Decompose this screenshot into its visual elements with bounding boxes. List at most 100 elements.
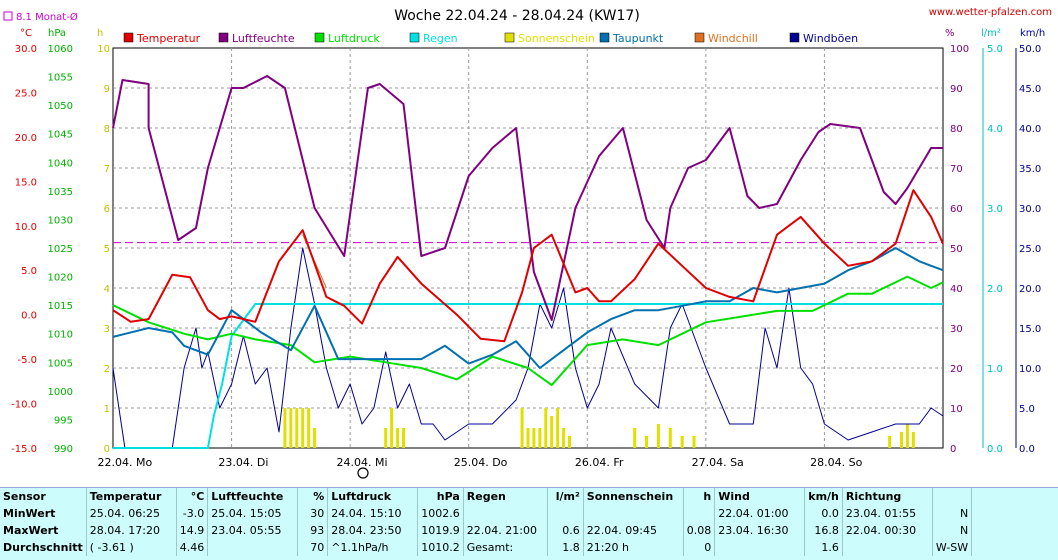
pressure-tick-label: 1015 [48, 301, 73, 312]
stats-row-min: MinWert 25.04. 06:25 -3.0 25.04. 15:05 3… [0, 505, 1058, 522]
rain-tick-label: 1.0 [987, 364, 1003, 375]
stats-cell-time: 21:20 h [582, 539, 684, 556]
chart-title: Woche 22.04.24 - 28.04.24 (KW17) [394, 8, 640, 24]
legend-label: Luftfeuchte [232, 32, 295, 45]
stats-cell-time [582, 505, 684, 522]
sunshine-tick-label: 7 [104, 164, 110, 175]
stats-cell-time: 22.04. 01:00 [714, 505, 805, 522]
stats-row-label: MinWert [3, 507, 56, 520]
sunshine-bar [289, 408, 293, 448]
stats-header-sonnenschein: Sonnenschein [582, 488, 684, 505]
weather-chart: Woche 22.04.24 - 28.04.24 (KW17) www.wet… [3, 7, 1052, 479]
unit-labels: °C hPa h % l/m² km/h [20, 28, 1045, 39]
stats-cell-value: 70 [297, 539, 328, 556]
stats-row-max: MaxWert 28.04. 17:20 14.9 23.04. 05:55 9… [0, 522, 1058, 539]
stats-cell-time: ( -3.61 ) [85, 539, 177, 556]
series-line-taupunkt [112, 247, 944, 369]
stats-cell-time: 28.04. 17:20 [85, 522, 177, 539]
statistics-panel: Sensor Temperatur °C Luftfeuchte % Luftd… [0, 487, 1058, 560]
wind-tick-label: 0.0 [1019, 444, 1035, 455]
site-link[interactable]: www.wetter-pfalzen.com [929, 7, 1052, 18]
stats-cell-value: 1019.9 [417, 522, 464, 539]
unit-kmh: km/h [1020, 28, 1045, 39]
stats-cell-value: N [931, 505, 972, 522]
stats-cell-value [682, 505, 715, 522]
pressure-tick-label: 1055 [48, 73, 73, 84]
stats-header-richtung: Richtung [841, 488, 933, 505]
month-average-text: 8.1 Monat-Ø [16, 11, 78, 23]
sunshine-bar [390, 408, 394, 448]
rain-tick-label: 5.0 [987, 44, 1003, 55]
stats-cell-value [546, 505, 584, 522]
rain-tick-label: 0.0 [987, 444, 1003, 455]
humidity-tick-label: 0 [950, 444, 956, 455]
stats-row-label: Durchschnitt [3, 541, 83, 554]
sunshine-bar [905, 424, 909, 448]
stats-cell-value: N [931, 522, 972, 539]
stats-unit-sonnenschein: h [682, 488, 715, 505]
sunshine-bar [645, 436, 649, 448]
sunshine-bar [295, 408, 299, 448]
stats-header-temperatur: Temperatur [85, 488, 177, 505]
sunshine-bar [520, 408, 524, 448]
legend-label: Regen [423, 32, 458, 45]
sunshine-bar [556, 408, 560, 448]
sunshine-bar [888, 436, 892, 448]
stats-cell-time: 22.04. 21:00 [462, 522, 548, 539]
sunshine-bar [900, 432, 903, 448]
series-line-regen [113, 303, 943, 449]
temperature-tick-label: 0.0 [21, 311, 37, 322]
series-line-temperatur [112, 189, 944, 343]
stats-cell-value: 0.0 [804, 505, 843, 522]
series-line-luftdruck [112, 275, 944, 387]
legend-swatch [314, 32, 325, 43]
sunshine-bar [313, 428, 317, 448]
stats-cell-value: 14.9 [175, 522, 208, 539]
wind-tick-label: 40.0 [1019, 124, 1041, 135]
unit-hpa: hPa [48, 28, 66, 39]
sunshine-bar [538, 428, 542, 448]
sunshine-bar [656, 424, 660, 448]
sunshine-bar [283, 408, 287, 448]
stats-cell-time: 23.04. 05:55 [207, 522, 298, 539]
stats-unit-luftdruck: hPa [417, 488, 464, 505]
stats-cell-value: 4.46 [175, 539, 208, 556]
legend-item-windchill: Windchill [694, 32, 758, 45]
stats-cell-time: 23.04. 01:55 [841, 505, 933, 522]
x-tick-label: 26.04. Fr [575, 456, 624, 469]
temperature-tick-label: 30.0 [15, 44, 37, 55]
stats-header-luftfeuchte: Luftfeuchte [207, 488, 298, 505]
stats-header-row: Sensor Temperatur °C Luftfeuchte % Luftd… [0, 488, 1058, 505]
series-line-luftfeuchte [112, 75, 943, 321]
pressure-tick-label: 1000 [48, 387, 73, 398]
stats-unit-luftfeuchte: % [297, 488, 328, 505]
legend-label: Windböen [803, 32, 858, 45]
temperature-tick-label: 25.0 [15, 88, 37, 99]
legend-item-sonnenschein: Sonnenschein [504, 32, 595, 45]
legend-swatch [694, 32, 705, 43]
stats-row-label: MaxWert [3, 524, 59, 537]
sunshine-tick-label: 10 [97, 44, 110, 55]
stats-cell-time: 22.04. 09:45 [582, 522, 684, 539]
stats-cell-time: 23.04. 16:30 [714, 522, 805, 539]
stats-cell-value: -3.0 [175, 505, 208, 522]
pressure-tick-label: 1050 [48, 101, 73, 112]
unit-hours: h [97, 28, 103, 39]
stats-cell-time: 24.04. 15:10 [327, 505, 418, 522]
wind-tick-label: 5.0 [1019, 404, 1035, 415]
humidity-tick-label: 30 [950, 324, 963, 335]
sunshine-tick-label: 1 [104, 404, 110, 415]
sunshine-tick-label: 9 [104, 84, 110, 95]
sunshine-tick-label: 0 [104, 444, 110, 455]
sunshine-bar [384, 428, 388, 448]
pressure-tick-label: 1005 [48, 358, 73, 369]
stats-cell-time: 25.04. 15:05 [207, 505, 298, 522]
legend-swatch [789, 32, 800, 43]
legend-label: Temperatur [136, 32, 201, 45]
x-tick-label: 22.04. Mo [97, 456, 152, 469]
x-tick-label: 23.04. Di [218, 456, 268, 469]
legend-swatch [123, 32, 134, 43]
wind-tick-label: 50.0 [1019, 44, 1041, 55]
pressure-tick-label: 995 [54, 415, 73, 426]
stats-cell-time: ^1.1hPa/h [327, 539, 418, 556]
